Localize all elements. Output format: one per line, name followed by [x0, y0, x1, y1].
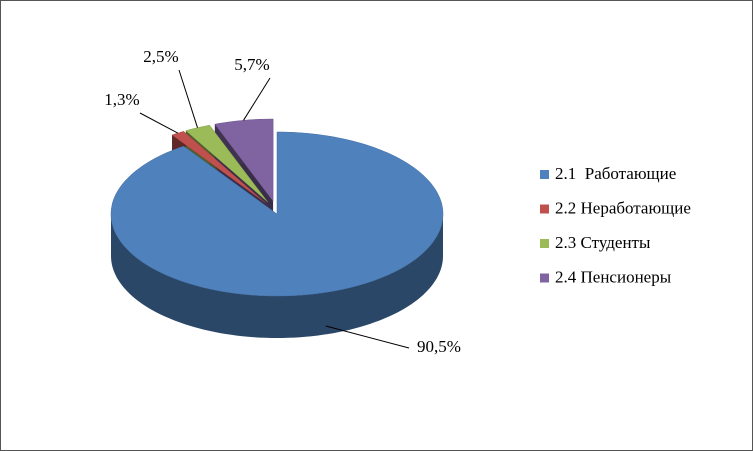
legend-label: 2.4 Пенсионеры: [555, 267, 672, 286]
legend-label: 2.2 Неработающие: [555, 198, 691, 217]
slice: [171, 131, 266, 204]
legend-swatch: [540, 170, 549, 179]
data-label: 90,5%: [417, 337, 461, 356]
leader-line: [325, 325, 410, 349]
legend-label: 2.1 Работающие: [555, 164, 676, 183]
legend-swatch: [540, 204, 549, 214]
leader-line: [178, 69, 198, 128]
legend: 2.1 Работающие 2.2 Неработающие 2.3 Студен…: [540, 164, 691, 286]
pie: 90,5% 1,3% 2,5% 5,7%: [104, 47, 461, 356]
slice: [110, 131, 444, 297]
data-label: 5,7%: [234, 55, 269, 74]
legend-swatch: [540, 273, 549, 283]
leader-line: [243, 77, 271, 121]
slice: [185, 124, 268, 203]
data-label: 2,5%: [143, 47, 178, 66]
legend-swatch: [540, 239, 549, 248]
legend-label: 2.3 Студенты: [555, 233, 651, 252]
leader-line: [139, 112, 179, 134]
slice: [214, 118, 274, 202]
slice-wall: [111, 214, 443, 338]
data-label: 1,3%: [104, 90, 139, 109]
